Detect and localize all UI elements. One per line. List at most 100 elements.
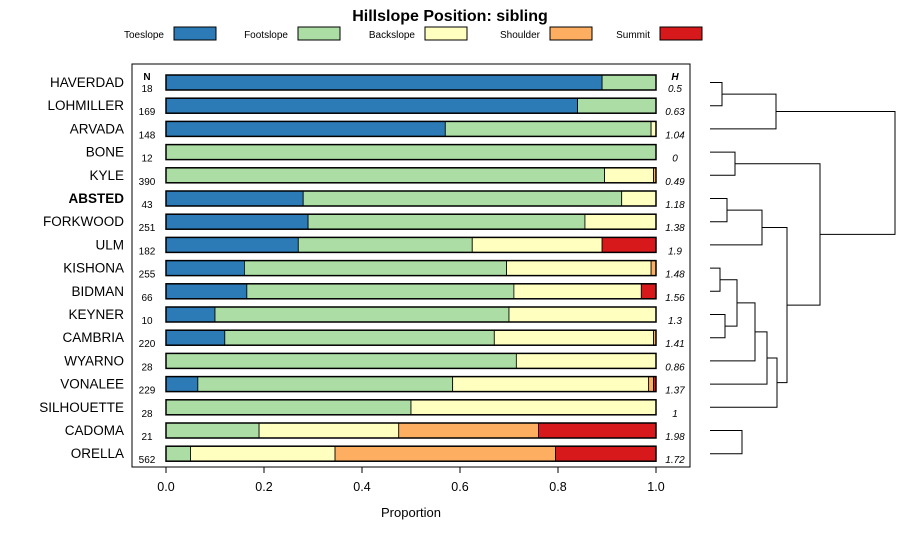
bar-segment-backslope (258, 422, 400, 439)
bar-segment-backslope (584, 213, 657, 230)
row-forkwood: FORKWOOD 251 1.38 (43, 213, 685, 234)
row-lohmiller: LOHMILLER 169 0.63 (47, 97, 685, 118)
n-value: 28 (141, 409, 153, 420)
dendrogram-branch (710, 209, 763, 246)
bar-segment-toeslope (165, 329, 226, 346)
x-tick-label: 0.8 (549, 480, 566, 494)
bar-segment-toeslope (165, 376, 199, 393)
bar-segment-toeslope (165, 283, 248, 300)
soil-label: KYLE (89, 168, 124, 183)
h-value: 0.49 (665, 177, 685, 188)
dendrogram-branch (720, 279, 738, 327)
bar-segment-toeslope (165, 121, 446, 137)
soil-label: ORELLA (71, 446, 124, 461)
bar-outline (165, 213, 657, 230)
bar-segment-summit (555, 445, 657, 462)
dendrogram-branch (762, 227, 788, 384)
h-value: 0.5 (668, 84, 682, 95)
dendrogram-branch (710, 82, 723, 107)
n-value: 28 (141, 362, 153, 373)
soil-label: ULM (95, 237, 124, 252)
n-value: 66 (141, 293, 153, 304)
row-bidman: BIDMAN 66 1.56 (71, 283, 685, 304)
dendrogram-branch (710, 151, 736, 176)
bar-rows: HAVERDAD 18 0.5 LOHMILLER 169 0.63 ARVADA 148 1.… (39, 74, 685, 466)
x-tick-label: 0.6 (451, 480, 468, 494)
dendrogram-branch (710, 314, 726, 339)
bar-outline (165, 236, 657, 254)
soil-label: ABSTED (68, 191, 124, 206)
soil-label: KEYNER (68, 307, 124, 322)
bar-outline (165, 445, 657, 462)
n-value: 169 (139, 107, 156, 118)
plot-frame (131, 63, 691, 468)
n-value: 18 (141, 84, 153, 95)
dendrogram-branch (710, 198, 728, 223)
soil-label: CAMBRIA (62, 330, 124, 345)
legend-label-shoulder: Shoulder (500, 30, 541, 41)
bar-segment-footslope (197, 376, 454, 393)
row-arvada: ARVADA 148 1.04 (70, 120, 685, 141)
n-value: 562 (139, 455, 156, 466)
legend-swatch-summit (659, 26, 703, 41)
n-value: 255 (139, 270, 156, 281)
bar-segment-shoulder (398, 422, 539, 439)
dendrogram-branch (710, 267, 721, 292)
row-absted: ABSTED 43 1.18 (68, 190, 685, 211)
dendrogram-branch (735, 163, 821, 306)
x-tick-label: 1.0 (647, 480, 664, 494)
legend-label-backslope: Backslope (369, 30, 416, 41)
bar-segment-backslope (471, 236, 603, 253)
bar-segment-backslope (452, 376, 650, 393)
legend: Toeslope Footslope Backslope Shoulder Summit (124, 26, 703, 41)
x-axis: 0.0 0.2 0.4 0.6 0.8 1.0 (157, 467, 665, 494)
bar-segment-footslope (601, 74, 657, 91)
x-tick-label: 0.4 (353, 480, 370, 494)
bar-segment-footslope (302, 190, 623, 207)
bar-outline (165, 97, 657, 114)
soil-label: ARVADA (70, 121, 124, 136)
soil-label: KISHONA (63, 261, 124, 276)
n-value: 21 (141, 432, 153, 443)
bar-segment-footslope (297, 236, 473, 253)
soil-label: LOHMILLER (47, 98, 124, 113)
soil-label: WYARNO (64, 353, 124, 368)
bar-outline (165, 74, 657, 91)
legend-label-summit: Summit (616, 30, 650, 41)
h-value: 0 (672, 154, 678, 165)
n-value: 43 (141, 200, 153, 211)
legend-label-toeslope: Toeslope (124, 30, 164, 41)
legend-swatch-shoulder (549, 26, 593, 41)
h-value: 1.48 (665, 270, 685, 281)
chart-title: Hillslope Position: sibling (352, 8, 548, 25)
legend-swatch-toeslope (173, 26, 217, 41)
dendrogram-branch (710, 93, 777, 130)
dendrogram-branch (710, 331, 768, 385)
bar-segment-backslope (515, 352, 657, 369)
bar-segment-footslope (165, 352, 517, 369)
bar-segment-backslope (508, 306, 657, 323)
row-bone: BONE 12 0 (86, 143, 678, 165)
h-value: 0.63 (665, 107, 685, 118)
bar-segment-summit (538, 422, 657, 439)
bar-segment-backslope (621, 190, 657, 207)
legend-swatch-backslope (424, 26, 468, 41)
dendrogram-branch (710, 302, 756, 362)
row-kishona: KISHONA 255 1.48 (63, 259, 685, 281)
h-value: 1.3 (668, 316, 682, 327)
n-header: N (143, 72, 150, 83)
bar-outline (165, 190, 657, 207)
bar-segment-toeslope (165, 213, 309, 230)
dendrogram (710, 82, 896, 455)
bar-segment-footslope (165, 422, 260, 439)
h-value: 1.04 (665, 130, 685, 141)
bar-outline (165, 283, 657, 300)
row-haverdad: HAVERDAD 18 0.5 (50, 74, 682, 95)
n-value: 251 (139, 223, 156, 234)
bar-outline (165, 329, 657, 346)
h-value: 1 (672, 409, 678, 420)
bar-outline (165, 259, 657, 277)
bar-segment-summit (601, 236, 657, 253)
bar-outline (165, 422, 657, 439)
bar-segment-shoulder (648, 376, 654, 393)
